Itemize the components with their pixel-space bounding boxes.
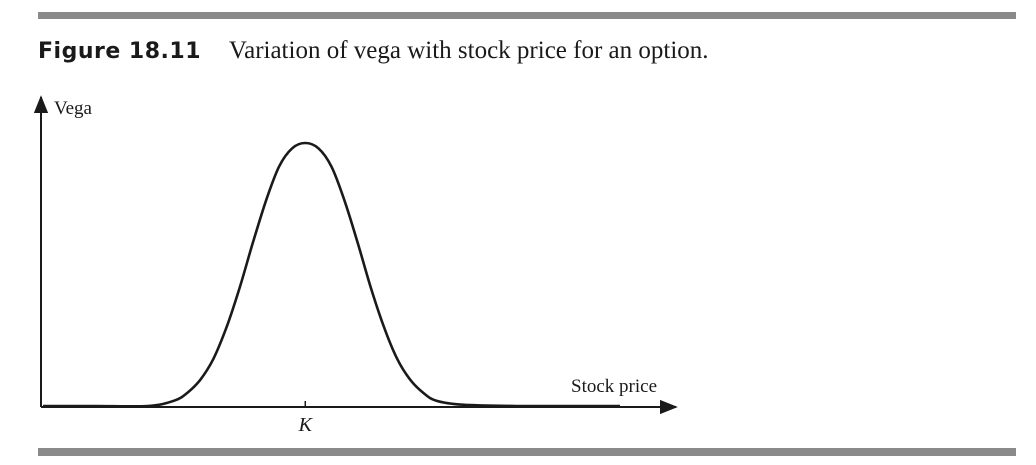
top-rule — [38, 12, 1016, 19]
bottom-rule — [38, 448, 1016, 456]
figure-caption: Figure 18.11 Variation of vega with stoc… — [38, 38, 709, 63]
figure-caption-text: Variation of vega with stock price for a… — [228, 37, 709, 64]
x-tick-label: K — [298, 414, 314, 436]
x-ticks: K — [298, 401, 314, 436]
figure-label: Figure 18.11 — [38, 39, 201, 64]
y-axis-label: Vega — [54, 98, 93, 119]
vega-curve — [43, 141, 620, 408]
x-axis-label: Stock price — [571, 376, 657, 397]
